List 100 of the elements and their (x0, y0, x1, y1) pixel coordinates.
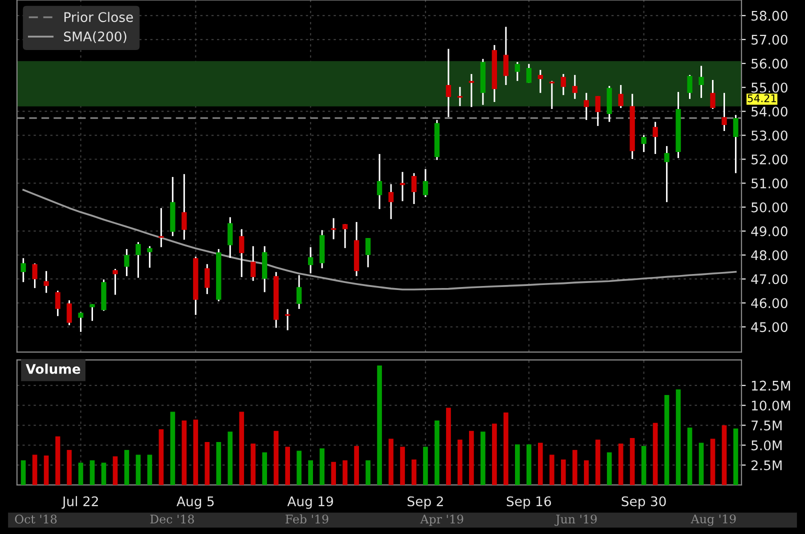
bar (446, 408, 451, 485)
text: Jun '19 (554, 514, 597, 526)
bar (722, 425, 727, 485)
bar (584, 460, 589, 485)
candlestick (560, 73, 566, 96)
candlestick (158, 207, 164, 248)
candlestick (239, 228, 244, 278)
bar (44, 456, 49, 485)
candlestick (330, 217, 336, 240)
candlestick (365, 237, 371, 268)
bar (560, 460, 566, 485)
candlestick (652, 121, 658, 155)
candlestick (733, 114, 738, 174)
bar (239, 412, 244, 485)
x-tick-label: Sep 16 (506, 496, 551, 509)
bar (641, 446, 646, 485)
bar (296, 450, 302, 485)
x-tick-label: Sep 2 (408, 496, 443, 509)
bar (400, 446, 405, 485)
candlestick (112, 268, 118, 296)
y-tick-label: 12.5M (752, 380, 790, 391)
chart-title: Volume (26, 364, 80, 374)
candlestick (90, 303, 95, 322)
y-tick-label: 53.00 (752, 130, 788, 140)
y-tick-label: 50.00 (752, 202, 788, 212)
candlestick (411, 172, 417, 205)
line-series (22, 188, 737, 290)
band-label: 54.21 (748, 94, 776, 102)
x-tick-label: Sep 30 (622, 496, 666, 509)
candlestick (44, 270, 49, 294)
bar (492, 424, 497, 485)
bar (504, 412, 508, 485)
bar (733, 428, 738, 485)
candlestick (595, 95, 600, 127)
bar (515, 444, 520, 485)
bar (55, 436, 60, 485)
bar (377, 366, 382, 485)
y-tick-label: 10.0M (752, 400, 790, 411)
bar (366, 460, 370, 485)
bar (526, 444, 532, 485)
x-tick-label: Aug 19 (287, 496, 334, 509)
candlestick (641, 134, 646, 153)
bar (20, 460, 26, 485)
y-tick-label: 51.00 (752, 178, 788, 188)
candlestick (55, 290, 60, 317)
candlestick (388, 183, 394, 220)
candlestick (147, 245, 152, 268)
text: Feb '19 (286, 514, 328, 524)
bar (136, 454, 141, 485)
bar (687, 428, 692, 485)
candlestick (584, 92, 589, 121)
text: Aug '19 (690, 514, 736, 526)
candlestick (228, 216, 233, 259)
x-tick-label: Jul 22 (62, 496, 98, 509)
bar (595, 440, 600, 485)
bar (698, 442, 704, 485)
y-tick-label: 55.00 (752, 82, 788, 93)
bar (182, 420, 187, 485)
y-tick-label: 46.00 (751, 298, 788, 308)
y-tick-label: 47.00 (751, 274, 788, 284)
candlestick (250, 245, 256, 282)
bar (618, 444, 624, 485)
bar (458, 440, 462, 485)
candlestick (468, 73, 474, 108)
bar (308, 460, 313, 485)
candlestick (687, 74, 692, 100)
bar (274, 430, 279, 485)
candlestick (538, 69, 543, 94)
bar (630, 438, 635, 485)
bar (652, 422, 658, 485)
bar (124, 450, 130, 485)
bar (262, 452, 268, 485)
bar (66, 450, 72, 485)
y-tick-label: 49.00 (751, 226, 788, 236)
y-tick-label: 48.00 (751, 250, 788, 260)
candlestick (124, 248, 130, 277)
y-tick-label: 2.5M (751, 460, 782, 470)
candlestick (618, 84, 624, 109)
y-tick-label: 54.00 (752, 106, 788, 117)
candlestick (342, 223, 348, 249)
candlestick (32, 262, 38, 289)
bar (354, 446, 359, 485)
y-tick-label: 5.0M (752, 440, 782, 450)
candlestick (285, 308, 290, 331)
candlestick (66, 300, 72, 326)
bar (331, 462, 336, 485)
bar (664, 395, 670, 485)
bar (147, 454, 152, 485)
bar (538, 442, 543, 485)
text: Dec '18 (150, 514, 194, 524)
candlestick (78, 311, 84, 333)
bar (158, 429, 164, 485)
bar (204, 442, 210, 485)
y-tick-label: 7.5M (752, 420, 782, 430)
candlestick (308, 246, 314, 274)
bar (676, 389, 681, 485)
candlestick (549, 80, 554, 110)
candlestick (572, 74, 578, 100)
candlestick (204, 263, 210, 295)
candlestick (136, 241, 141, 279)
